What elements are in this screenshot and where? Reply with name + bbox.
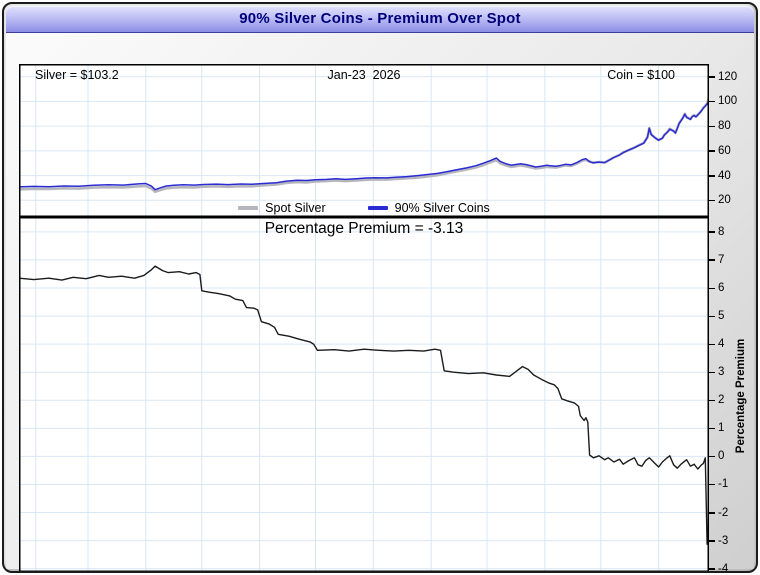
y-tickmark	[709, 315, 715, 318]
y-tick-label: 2	[718, 394, 725, 407]
silver-price-annotation: Silver = $103.2	[35, 68, 119, 82]
x-tickmark	[658, 572, 660, 573]
x-tickmark	[315, 572, 317, 573]
y-tickmark	[709, 371, 715, 374]
x-tickmark	[145, 572, 147, 573]
y-tick-label: 4	[718, 338, 725, 351]
legend: Spot Silver 90% Silver Coins	[19, 201, 709, 215]
y-tickmark	[709, 399, 715, 402]
y-tickmark	[709, 455, 715, 458]
y-tickmark	[709, 125, 715, 128]
price-plot: Silver = $103.2 Jan-23 2026 Coin = $100 …	[19, 64, 709, 217]
x-tickmark	[88, 572, 90, 573]
y-tick-label: 7	[718, 253, 725, 266]
y-tickmark	[709, 287, 715, 289]
premium-axis-title: Percentage Premium	[735, 338, 747, 454]
y-tick-label: 40	[718, 169, 731, 182]
y-tick-label: 60	[718, 144, 731, 157]
y-tickmark	[709, 259, 715, 261]
y-tickmark	[709, 483, 715, 486]
y-tickmark	[709, 199, 715, 202]
y-tickmark	[709, 427, 715, 430]
x-tickmark	[201, 572, 203, 573]
price-plot-canvas	[19, 64, 709, 217]
y-tick-label: -2	[718, 506, 729, 519]
y-tickmark	[709, 76, 715, 78]
x-tickmark	[259, 572, 261, 573]
y-tickmark	[709, 100, 715, 103]
coin-price-annotation: Coin = $100	[607, 68, 675, 82]
x-tickmark	[544, 572, 546, 573]
y-tick-label: 0	[718, 450, 725, 463]
y-tickmark	[709, 540, 715, 542]
y-tick-label: -3	[718, 534, 729, 547]
y-tick-label: 120	[718, 70, 738, 83]
x-tickmark	[487, 572, 489, 573]
y-tick-label: 3	[718, 366, 725, 379]
date-annotation: Jan-23 2026	[327, 68, 401, 82]
legend-entry-spot-silver: Spot Silver	[238, 201, 326, 215]
title-bar: 90% Silver Coins - Premium Over Spot	[6, 6, 754, 33]
x-tickmark	[373, 572, 375, 573]
y-tick-label: 100	[718, 95, 738, 108]
x-tickmark	[431, 572, 433, 573]
y-tick-label: 1	[718, 422, 725, 435]
y-tickmark	[709, 150, 715, 152]
y-tickmark	[709, 231, 715, 233]
premium-annotation: Percentage Premium = -3.13	[264, 220, 464, 237]
y-tick-label: -1	[718, 478, 729, 491]
y-tickmark	[709, 568, 715, 570]
y-tick-label: 20	[718, 194, 731, 207]
premium-plot: Percentage Premium = -3.13	[19, 217, 709, 571]
legend-label-spot-silver: Spot Silver	[265, 201, 326, 215]
y-tickmark	[709, 512, 715, 514]
chart-frame: Silver = $103.2 Jan-23 2026 Coin = $100 …	[6, 33, 754, 571]
chart-title: 90% Silver Coins - Premium Over Spot	[239, 10, 521, 27]
legend-label-coins: 90% Silver Coins	[394, 201, 490, 215]
x-tickmark	[600, 572, 602, 573]
legend-entry-coins: 90% Silver Coins	[367, 201, 490, 215]
y-tickmark	[709, 175, 715, 177]
y-tick-label: 6	[718, 282, 725, 294]
y-tickmark	[709, 343, 715, 346]
coin-swatch	[367, 206, 388, 210]
y-tick-label: 5	[718, 310, 725, 323]
spot-silver-swatch	[238, 206, 259, 210]
premium-plot-canvas	[19, 217, 709, 571]
y-tick-label: 80	[718, 120, 731, 133]
x-tickmark	[35, 572, 37, 573]
y-tick-label: -4	[718, 562, 729, 573]
y-tick-label: 8	[718, 225, 725, 238]
